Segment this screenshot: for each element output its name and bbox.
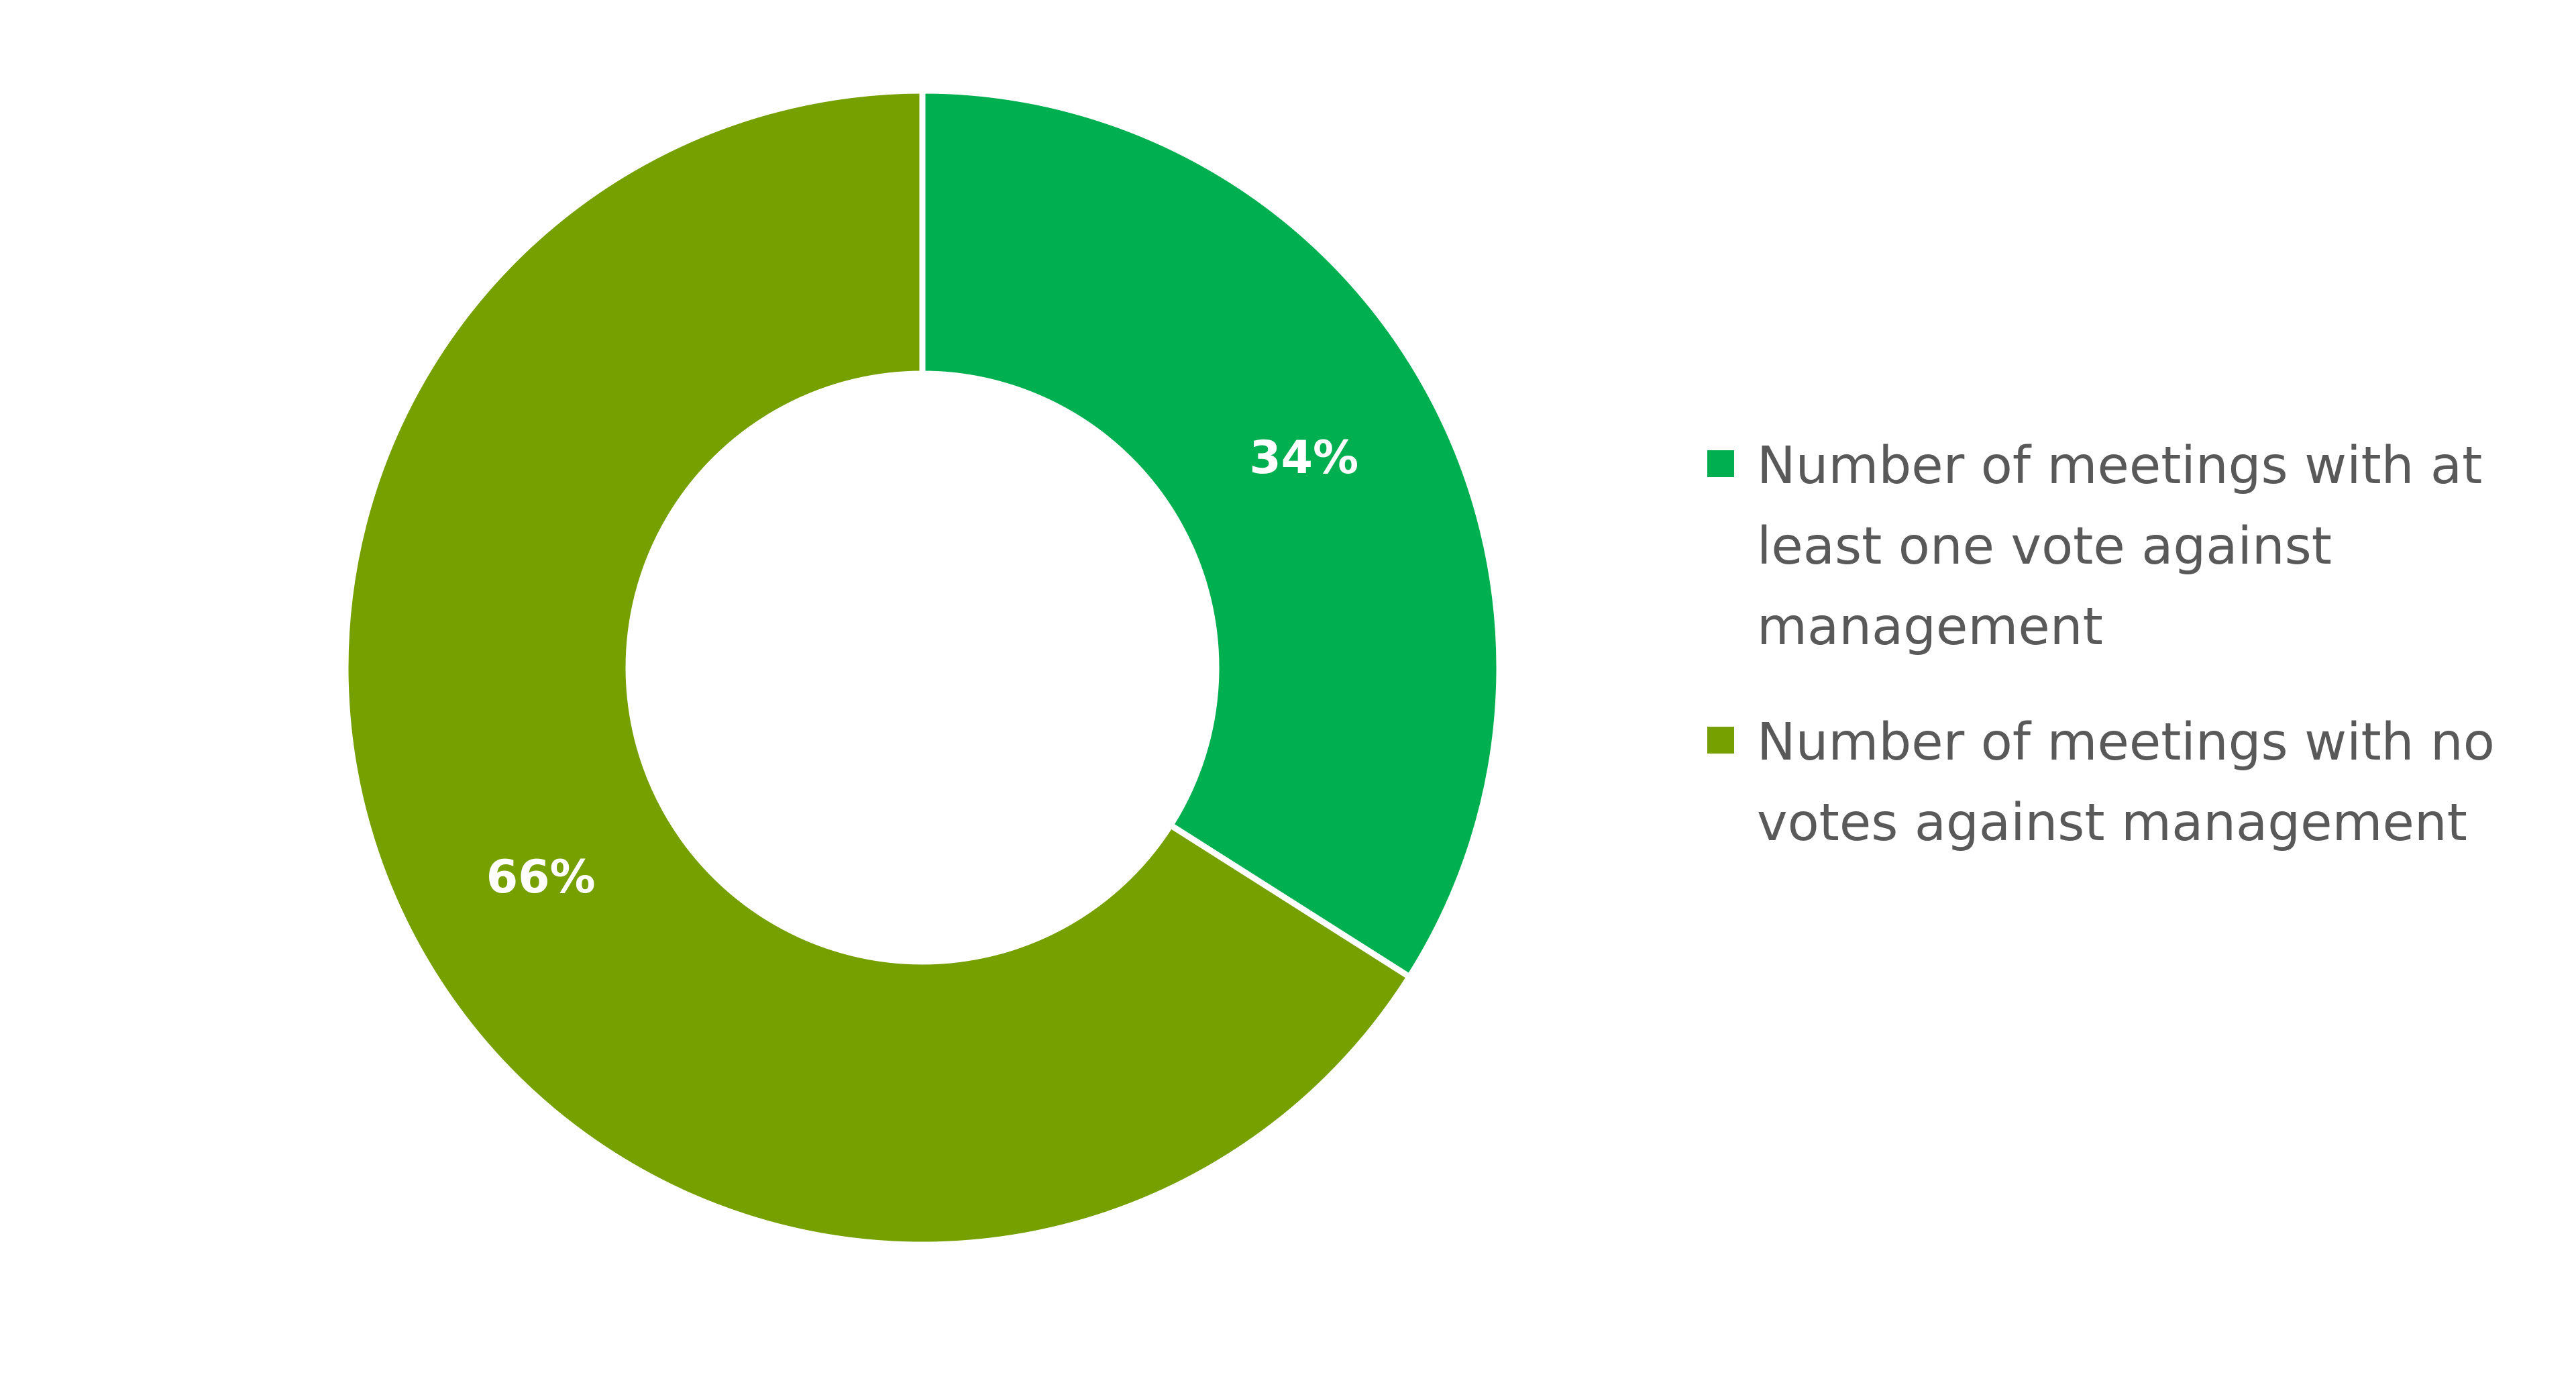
- legend-item-at-least-one-vote-against: Number of meetings with at least one vot…: [1707, 426, 2576, 668]
- legend-label-at-least-one-vote-against: Number of meetings with at least one vot…: [1757, 436, 2483, 657]
- slice-label-no-votes-against: 66%: [486, 851, 596, 904]
- donut-slice-at-least-one-vote-against: [919, 87, 1503, 982]
- chart-legend: Number of meetings with at least one vot…: [1707, 426, 2576, 898]
- donut-slice-no-votes-against: [342, 87, 1414, 1248]
- legend-swatch-at-least-one-vote-against: [1707, 450, 1734, 477]
- legend-item-no-votes-against: Number of meetings with no votes against…: [1707, 703, 2576, 864]
- legend-swatch-no-votes-against: [1707, 727, 1734, 754]
- donut-slice-labels: 34% 66%: [486, 431, 1358, 904]
- slice-label-at-least-one-vote-against: 34%: [1249, 431, 1358, 484]
- legend-label-no-votes-against: Number of meetings with no votes against…: [1757, 713, 2495, 853]
- donut-slices: [342, 87, 1503, 1248]
